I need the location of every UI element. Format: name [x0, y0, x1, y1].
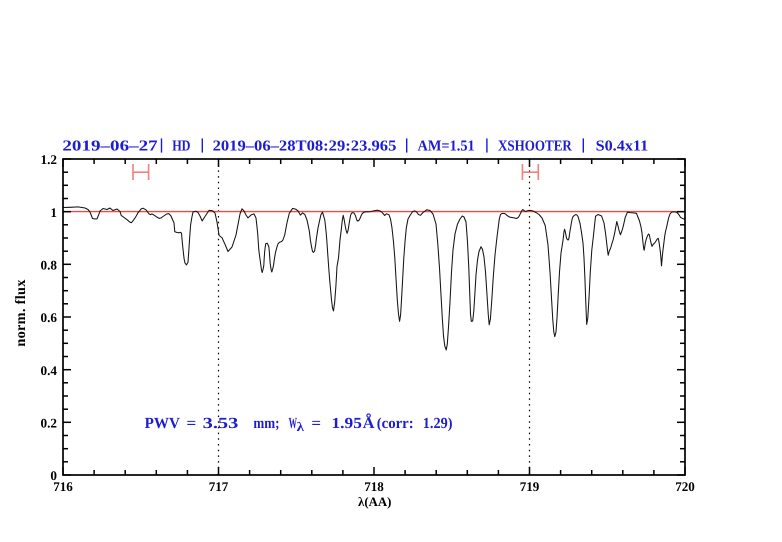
svg-text:1.95: 1.95: [332, 415, 363, 432]
svg-text:0: 0: [50, 468, 57, 483]
svg-text:=: =: [187, 415, 197, 432]
svg-text:S0.4x11: S0.4x11: [596, 137, 649, 154]
svg-text:XSHOOTER: XSHOOTER: [498, 137, 573, 154]
svg-text:719: 719: [520, 479, 540, 494]
svg-text:1.29): 1.29): [423, 415, 453, 432]
svg-text:0.4: 0.4: [41, 363, 58, 378]
svg-text:718: 718: [364, 479, 384, 494]
svg-text:3.53: 3.53: [203, 415, 239, 432]
svg-text:0.8: 0.8: [41, 258, 58, 273]
svg-text:0.6: 0.6: [41, 310, 58, 325]
svg-text:λ: λ: [297, 419, 305, 434]
svg-text:1: 1: [50, 205, 57, 220]
svg-text:=: =: [311, 415, 321, 432]
svg-text:λ(AA): λ(AA): [358, 495, 391, 509]
svg-text:mm;: mm;: [253, 415, 279, 432]
svg-text:717: 717: [209, 479, 229, 494]
svg-text:PWV: PWV: [145, 415, 180, 432]
svg-text:2019–06–27: 2019–06–27: [62, 137, 158, 154]
svg-text:A: A: [363, 415, 375, 432]
svg-text:2019–06–28T08:29:23.965: 2019–06–28T08:29:23.965: [213, 137, 397, 154]
svg-text:716: 716: [53, 479, 73, 494]
svg-text:720: 720: [675, 479, 695, 494]
svg-text:AM=1.51: AM=1.51: [418, 137, 475, 154]
svg-text:1.2: 1.2: [41, 152, 58, 167]
svg-text:W: W: [289, 415, 298, 432]
svg-text:(corr:: (corr:: [377, 415, 414, 432]
svg-text:norm. flux: norm. flux: [13, 279, 29, 347]
svg-text:0.2: 0.2: [41, 416, 58, 431]
svg-text:HD: HD: [172, 137, 190, 154]
